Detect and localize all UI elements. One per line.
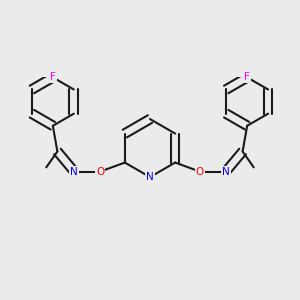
Text: F: F (50, 72, 56, 82)
Text: O: O (96, 167, 104, 176)
Text: N: N (146, 172, 154, 182)
Text: N: N (70, 167, 78, 176)
Text: N: N (222, 167, 230, 176)
Text: F: F (244, 72, 250, 82)
Text: O: O (196, 167, 204, 176)
